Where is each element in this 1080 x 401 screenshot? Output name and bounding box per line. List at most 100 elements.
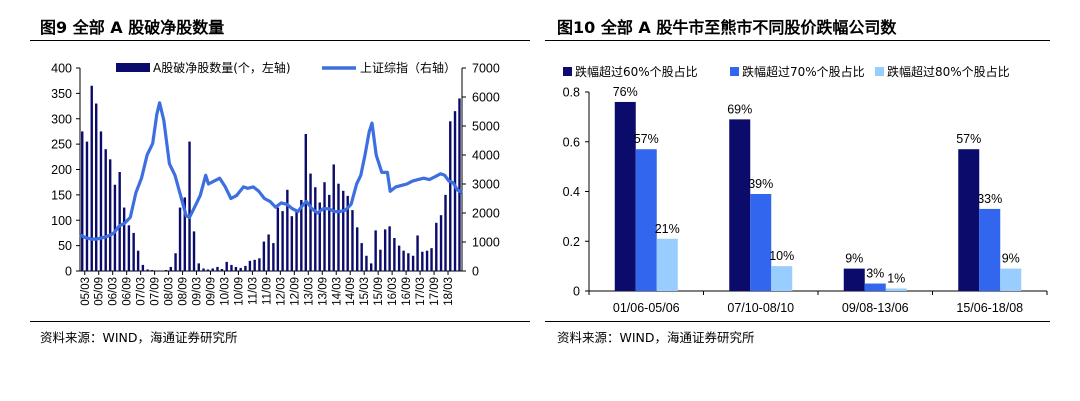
x-tick-label: 09/03 [192,277,204,306]
bar-pb-count [183,197,186,271]
bar-over70 [864,283,886,291]
bar-pb-count [346,195,349,271]
bar-pb-count [234,266,238,271]
bar-pb-count [262,241,266,271]
bar-pb-count [150,269,154,271]
bar-pb-count [192,231,196,271]
bar-pb-count [239,267,242,271]
bar-pb-count [104,149,107,271]
bar-pb-count [206,269,210,271]
right-y-tick-label: 3000 [472,178,500,192]
bar-pb-count [225,261,228,271]
x-tick-label: 07/09 [150,277,162,306]
left-y-tick-label: 50 [58,239,72,253]
line-shanghai-index [79,101,463,241]
x-tick-label: 15/03 [359,277,371,306]
legend-swatch [730,67,739,76]
right-y-tick-label: 0 [472,265,479,279]
bar-pb-count [397,245,401,271]
bar-pb-count [388,226,391,271]
x-tick-label: 11/09 [261,277,273,305]
bar-pb-count [155,270,159,271]
left-source-note: 资料来源：WIND，海通证券研究所 [40,330,238,345]
left-y-tick-label: 250 [51,138,72,152]
left-y-tick-label: 100 [51,214,72,228]
x-tick-label: 17/03 [415,277,427,306]
bar-pb-count [276,207,280,271]
bar-pb-count [435,222,438,271]
bar-pb-count [374,230,377,271]
bar-pb-count [258,258,261,271]
x-tick-label: 06/09 [122,277,134,306]
bar-data-label: 1% [887,272,905,286]
right-bottom-rule [545,321,1050,322]
bar-over80 [656,238,678,291]
x-tick-label: 17/09 [429,277,441,306]
left-y-tick-label: 300 [51,112,72,126]
bar-pb-count [290,216,294,271]
bar-data-label: 9% [845,252,863,266]
bar-data-label: 69% [727,102,752,116]
bar-data-label: 57% [634,132,659,146]
bar-pb-count [458,98,461,271]
bar-over80 [1000,268,1022,291]
bar-data-label: 9% [1002,252,1020,266]
right-chart-panel: 图10 全部 A 股牛市至熊市不同股价跌幅公司数 0 0.2 0.4 0.6 0.8 01… [545,0,1080,401]
bar-pb-count [416,235,419,271]
bar-pb-count [328,194,331,271]
y-tick-label: 0.8 [563,86,580,100]
x-tick-label: 18/03 [443,277,455,306]
bar-pb-count [342,190,345,271]
bar-pb-count [295,210,298,271]
bar-pb-count [178,207,182,271]
x-tick-label: 07/03 [136,277,148,306]
bar-pb-count [351,210,354,271]
legend-swatch-bar [116,63,150,72]
bar-pb-count [421,251,424,271]
x-tick-label: 06/03 [108,277,120,306]
bar-pb-count [286,189,289,271]
right-title-rule [545,40,1050,41]
bar-pb-count [425,250,429,271]
bar-pb-count [85,141,89,271]
bar-pb-count [379,249,382,271]
bar-over70 [979,208,1001,291]
bar-over70 [635,149,657,291]
bar-pb-count [453,111,457,271]
bar-data-label: 57% [956,132,981,146]
legend-label: 跌幅超过70%个股占比 [742,64,865,79]
bar-pb-count [332,164,335,271]
right-chart-svg: 0 0.2 0.4 0.6 0.8 01/06-05/06 07/10-08/10 09/08… [563,64,1048,315]
bar-pb-count [230,264,233,271]
bar-pb-count [122,207,126,271]
bar-pb-count [169,266,173,271]
bar-over70 [750,193,772,291]
x-tick-label: 08/03 [164,277,176,306]
bar-pb-count [146,269,149,271]
x-tick-label: 10/09 [233,277,245,306]
bar-over80 [885,288,907,291]
bar-pb-count [118,172,121,271]
bar-pb-count [323,182,326,271]
y-tick-label: 0 [573,285,580,299]
bar-pb-count [360,243,363,271]
right-y-tick-label: 2000 [472,207,500,221]
right-y-tick-label: 7000 [472,62,500,76]
legend-label-line: 上证综指（右轴） [360,60,456,75]
left-y-tick-label: 400 [51,62,72,76]
bar-pb-count [211,268,214,271]
bar-pb-count [132,232,135,271]
bar-pb-count [113,184,117,271]
bar-data-label: 39% [748,177,773,191]
bar-over60 [614,101,636,291]
left-chart-title: 图9 全部 A 股破净股数量 [40,18,225,37]
legend-swatch [563,67,572,76]
x-tick-label: 14/09 [345,277,357,306]
x-tick-label: 05/03 [80,277,92,306]
x-tick-label: 11/03 [247,277,259,305]
bar-pb-count [365,255,368,271]
bar-over60 [843,268,865,291]
left-chart-panel: 图9 全部 A 股破净股数量 0 50 100 150 200 250 300 350 400 0… [0,0,535,401]
x-tick-label: 13/09 [317,277,329,306]
x-category-label: 01/06-05/06 [613,301,680,315]
